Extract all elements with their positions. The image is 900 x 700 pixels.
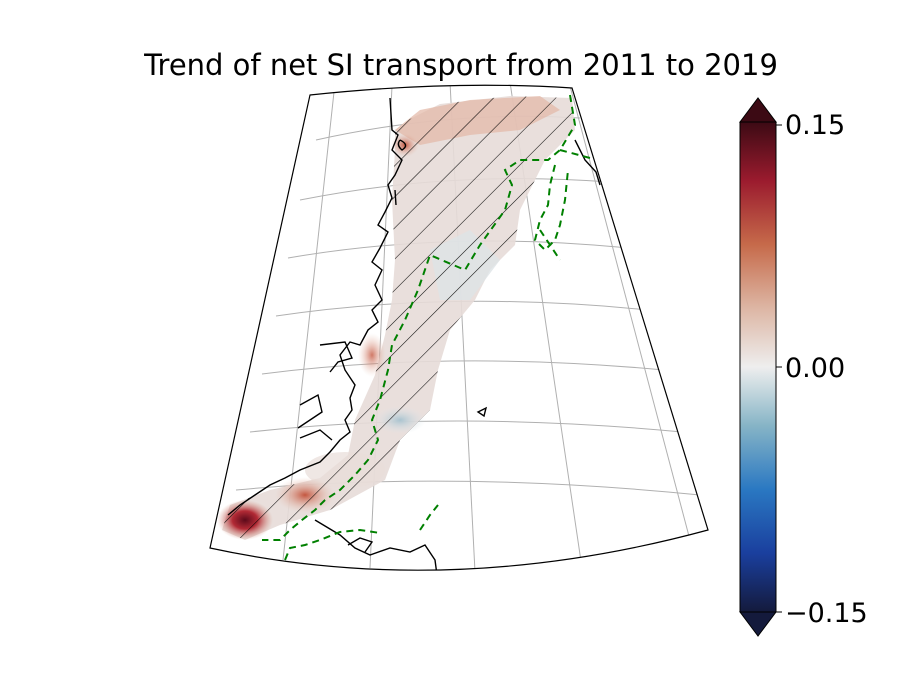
colorbar-top-extension xyxy=(740,98,776,122)
colorbar-tick-label-min: −0.15 xyxy=(785,598,868,629)
figure-title: Trend of net SI transport from 2011 to 2… xyxy=(143,48,778,82)
colorbar-bottom-extension xyxy=(740,612,776,636)
colorbar-tick-label-max: 0.15 xyxy=(785,110,845,141)
colorbar-tick-label-zero: 0.00 xyxy=(785,353,845,384)
map-panel xyxy=(200,80,720,600)
colorbar: 0.15 0.00 −0.15 xyxy=(740,98,868,636)
colorbar-body xyxy=(740,122,776,612)
